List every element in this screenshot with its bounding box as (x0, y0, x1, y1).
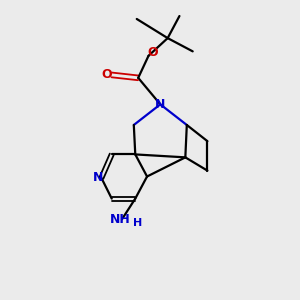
Text: O: O (101, 68, 112, 81)
Text: N: N (93, 172, 103, 184)
Text: N: N (155, 98, 166, 111)
Text: O: O (148, 46, 158, 59)
Text: NH: NH (110, 213, 131, 226)
Text: H: H (133, 218, 142, 228)
